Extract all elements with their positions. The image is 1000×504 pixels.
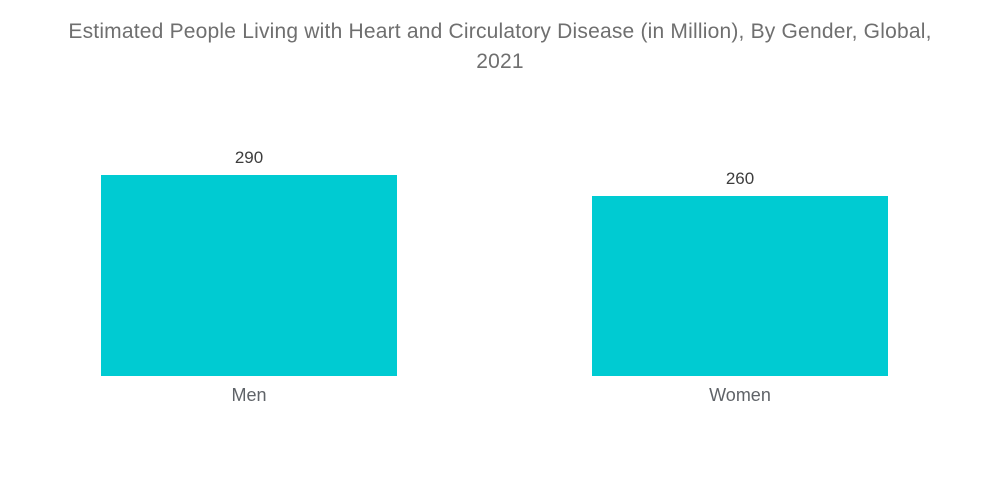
bar-women	[592, 196, 888, 376]
bar-group-women: 260 Women	[592, 169, 888, 405]
bar-value-label-women: 260	[725, 169, 755, 188]
chart-title-line-1: Estimated People Living with Heart and C…	[68, 20, 932, 43]
bar-value-label-men: 290	[234, 148, 264, 167]
bar-group-men: 290 Men	[101, 148, 397, 405]
chart-title: Estimated People Living with Heart and C…	[0, 17, 1000, 77]
bar-category-label-men: Men	[231, 385, 267, 405]
bar-category-label-women: Women	[709, 385, 771, 405]
chart-title-line-2: 2021	[476, 50, 524, 73]
bar-men	[101, 175, 397, 376]
